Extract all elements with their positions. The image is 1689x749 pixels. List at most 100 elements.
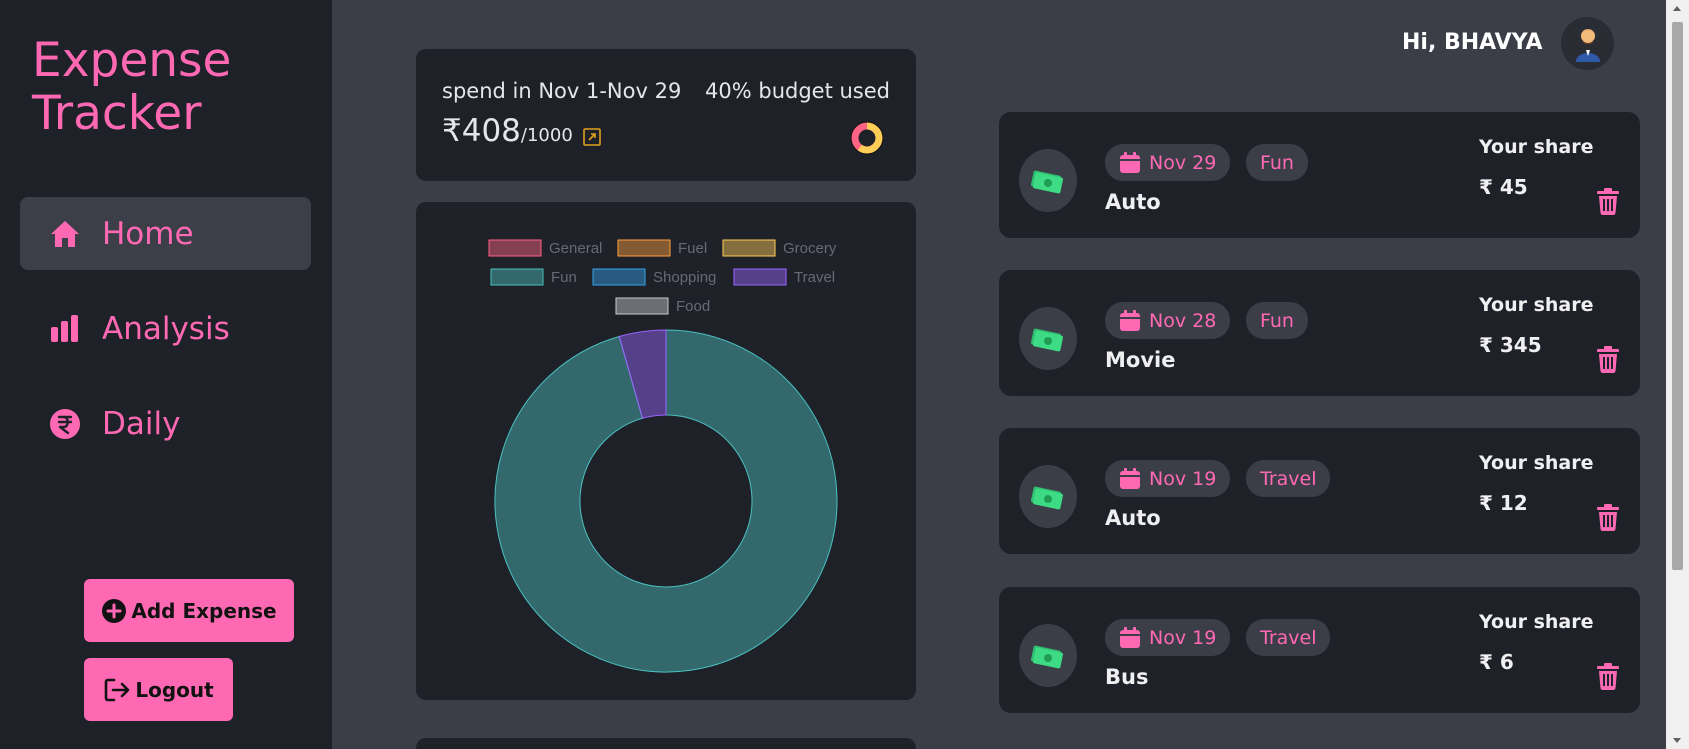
add-expense-label: Add Expense: [131, 598, 277, 623]
expense-date: Nov 19: [1149, 467, 1217, 490]
legend-label: Food: [676, 298, 710, 315]
nav-label-analysis: Analysis: [102, 310, 230, 347]
logout-button[interactable]: Logout: [84, 658, 233, 721]
delete-expense-icon[interactable]: [1597, 188, 1619, 219]
expense-date: Nov 19: [1149, 626, 1217, 649]
expense-title: Auto: [1105, 190, 1161, 214]
delete-expense-icon[interactable]: [1597, 663, 1619, 694]
sidebar: Expense Tracker Home Analysis Daily Add …: [0, 0, 332, 749]
expense-date-badge: Nov 28: [1105, 302, 1231, 339]
brand-line-2: Tracker: [32, 86, 202, 141]
share-label: Your share: [1479, 136, 1594, 158]
nav-label-home: Home: [102, 215, 194, 252]
user-greeting: Hi, BHAVYA: [1402, 30, 1543, 55]
brand-line-1: Expense: [32, 33, 232, 88]
legend-swatch: [722, 239, 776, 257]
legend-item-grocery[interactable]: Grocery: [722, 239, 837, 257]
expense-item[interactable]: Nov 28 Fun Movie Your share ₹ 345: [999, 270, 1640, 396]
nav-item-daily[interactable]: Daily: [20, 387, 311, 460]
scroll-up-arrow[interactable]: [1673, 6, 1681, 11]
rupee-circle-icon: [48, 407, 82, 441]
legend-item-fuel[interactable]: Fuel: [617, 239, 707, 257]
calendar-icon: [1119, 626, 1141, 649]
legend-swatch: [592, 268, 646, 286]
budget-used-text: 40% budget used: [705, 79, 890, 103]
expense-category-badge: Fun: [1246, 302, 1308, 339]
legend-swatch: [617, 239, 671, 257]
logout-label: Logout: [135, 677, 214, 702]
edit-budget-icon[interactable]: [582, 127, 602, 151]
legend-label: Shopping: [653, 269, 716, 286]
share-amount: ₹ 12: [1479, 491, 1528, 515]
logout-icon: [103, 677, 131, 703]
expense-title: Bus: [1105, 665, 1149, 689]
calendar-icon: [1119, 309, 1141, 332]
calendar-icon: [1119, 467, 1141, 490]
app-logo-title: Expense Tracker: [32, 34, 231, 140]
legend-item-travel[interactable]: Travel: [733, 268, 835, 286]
legend-swatch: [733, 268, 787, 286]
delete-expense-icon[interactable]: [1597, 346, 1619, 377]
scrollbar[interactable]: [1666, 0, 1689, 749]
legend-swatch: [488, 239, 542, 257]
category-donut-chart: General Fuel Grocery Fun Shopping Travel Food: [488, 239, 838, 673]
budget-limit: /1000: [520, 125, 573, 146]
scroll-down-arrow[interactable]: [1673, 738, 1681, 743]
share-label: Your share: [1479, 452, 1594, 474]
expense-item[interactable]: Nov 29 Fun Auto Your share ₹ 45: [999, 112, 1640, 238]
nav-label-daily: Daily: [102, 405, 181, 442]
legend-label: General: [549, 240, 602, 257]
expense-date: Nov 28: [1149, 309, 1217, 332]
money-icon: [1019, 149, 1077, 212]
share-label: Your share: [1479, 294, 1594, 316]
category-chart-card: General Fuel Grocery Fun Shopping Travel Food: [416, 202, 916, 700]
budget-ring-icon: [850, 121, 884, 159]
legend-item-food[interactable]: Food: [615, 297, 710, 315]
legend-label: Fun: [551, 269, 577, 286]
expense-date-badge: Nov 29: [1105, 144, 1231, 181]
scrollbar-thumb[interactable]: [1672, 22, 1683, 570]
legend-item-shopping[interactable]: Shopping: [592, 268, 716, 286]
home-icon: [48, 217, 82, 251]
donut-slice-fun[interactable]: [494, 329, 838, 673]
share-amount: ₹ 45: [1479, 175, 1528, 199]
user-avatar[interactable]: [1561, 17, 1614, 70]
legend-label: Travel: [794, 269, 835, 286]
budget-summary-card: spend in Nov 1-Nov 29 40% budget used ₹4…: [416, 49, 916, 181]
expense-title: Movie: [1105, 348, 1176, 372]
expense-category-badge: Fun: [1246, 144, 1308, 181]
expense-date-badge: Nov 19: [1105, 460, 1231, 497]
nav-item-home[interactable]: Home: [20, 197, 311, 270]
add-expense-button[interactable]: Add Expense: [84, 579, 294, 642]
money-icon: [1019, 465, 1077, 528]
expense-category-badge: Travel: [1246, 619, 1331, 656]
legend-label: Fuel: [678, 240, 707, 257]
spent-amount: ₹408/1000: [442, 113, 573, 149]
legend-label: Grocery: [783, 240, 837, 257]
legend-swatch: [615, 297, 669, 315]
avatar-icon: [1575, 28, 1600, 62]
expense-item[interactable]: Nov 19 Travel Auto Your share ₹ 12: [999, 428, 1640, 554]
legend-swatch: [490, 268, 544, 286]
expense-date-badge: Nov 19: [1105, 619, 1231, 656]
share-label: Your share: [1479, 611, 1594, 633]
share-amount: ₹ 6: [1479, 650, 1514, 674]
expense-date: Nov 29: [1149, 151, 1217, 174]
plus-circle-icon: [101, 598, 127, 624]
donut-slice-travel[interactable]: [618, 329, 667, 419]
share-amount: ₹ 345: [1479, 333, 1542, 357]
money-icon: [1019, 307, 1077, 370]
calendar-icon: [1119, 151, 1141, 174]
legend-item-fun[interactable]: Fun: [490, 268, 577, 286]
expense-item[interactable]: Nov 19 Travel Bus Your share ₹ 6: [999, 587, 1640, 713]
spent-value: ₹408: [442, 113, 521, 149]
expense-category-badge: Travel: [1246, 460, 1331, 497]
delete-expense-icon[interactable]: [1597, 504, 1619, 535]
next-card: [416, 738, 916, 749]
expense-title: Auto: [1105, 506, 1161, 530]
nav-item-analysis[interactable]: Analysis: [20, 292, 311, 365]
bar-chart-icon: [48, 312, 82, 346]
money-icon: [1019, 624, 1077, 687]
legend-item-general[interactable]: General: [488, 239, 602, 257]
spend-period: spend in Nov 1-Nov 29: [442, 79, 682, 103]
